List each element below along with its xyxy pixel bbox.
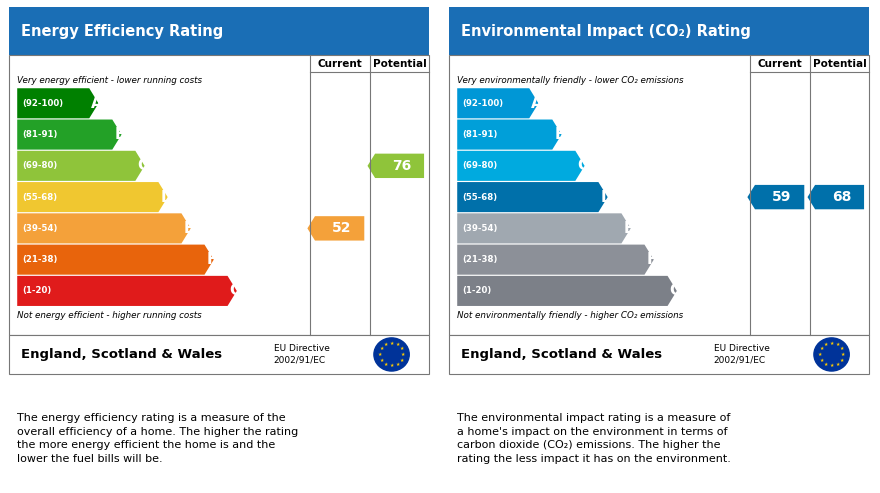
Text: Current: Current bbox=[758, 59, 802, 69]
Polygon shape bbox=[18, 119, 121, 149]
Text: C: C bbox=[137, 158, 149, 174]
Text: ★: ★ bbox=[389, 363, 393, 368]
Polygon shape bbox=[18, 213, 191, 244]
Text: 52: 52 bbox=[332, 221, 351, 235]
Polygon shape bbox=[747, 185, 804, 210]
Text: (55-68): (55-68) bbox=[462, 193, 497, 202]
Text: ★: ★ bbox=[840, 347, 844, 352]
Text: ★: ★ bbox=[829, 341, 833, 346]
Polygon shape bbox=[458, 119, 561, 149]
Text: G: G bbox=[670, 283, 682, 298]
Text: Current: Current bbox=[318, 59, 362, 69]
Text: England, Scotland & Wales: England, Scotland & Wales bbox=[461, 348, 663, 361]
Polygon shape bbox=[808, 185, 864, 210]
Circle shape bbox=[814, 338, 849, 371]
Text: ★: ★ bbox=[818, 352, 822, 357]
Text: Very energy efficient - lower running costs: Very energy efficient - lower running co… bbox=[18, 76, 202, 85]
Text: Not energy efficient - higher running costs: Not energy efficient - higher running co… bbox=[18, 311, 202, 320]
Text: C: C bbox=[577, 158, 589, 174]
Text: ★: ★ bbox=[840, 357, 844, 362]
Polygon shape bbox=[458, 213, 631, 244]
Text: ★: ★ bbox=[841, 352, 846, 357]
Text: (92-100): (92-100) bbox=[22, 99, 63, 108]
Text: A: A bbox=[92, 96, 103, 111]
Text: ★: ★ bbox=[384, 361, 388, 366]
Text: Potential: Potential bbox=[373, 59, 427, 69]
Polygon shape bbox=[458, 276, 677, 306]
Polygon shape bbox=[458, 88, 539, 118]
Text: ★: ★ bbox=[395, 361, 400, 366]
Text: Energy Efficiency Rating: Energy Efficiency Rating bbox=[21, 24, 224, 38]
Text: ★: ★ bbox=[829, 363, 833, 368]
Text: D: D bbox=[160, 190, 173, 205]
Bar bbox=[449, 335, 869, 374]
Polygon shape bbox=[458, 182, 608, 212]
Text: (21-38): (21-38) bbox=[22, 255, 57, 264]
Polygon shape bbox=[18, 182, 168, 212]
Text: ★: ★ bbox=[378, 352, 382, 357]
Text: B: B bbox=[554, 127, 566, 142]
Polygon shape bbox=[18, 151, 144, 181]
Text: F: F bbox=[647, 252, 657, 267]
Polygon shape bbox=[18, 88, 99, 118]
Text: ★: ★ bbox=[395, 343, 400, 348]
Text: E: E bbox=[184, 221, 194, 236]
Bar bbox=[9, 7, 429, 55]
Polygon shape bbox=[18, 245, 214, 275]
Polygon shape bbox=[307, 216, 364, 241]
Polygon shape bbox=[18, 276, 237, 306]
Text: ★: ★ bbox=[400, 347, 404, 352]
Text: ★: ★ bbox=[835, 361, 840, 366]
Text: ★: ★ bbox=[824, 343, 828, 348]
Text: ★: ★ bbox=[384, 343, 388, 348]
Text: Not environmentally friendly - higher CO₂ emissions: Not environmentally friendly - higher CO… bbox=[458, 311, 684, 320]
Text: EU Directive
2002/91/EC: EU Directive 2002/91/EC bbox=[274, 344, 330, 365]
Text: Potential: Potential bbox=[813, 59, 867, 69]
Text: (39-54): (39-54) bbox=[462, 224, 497, 233]
Text: ★: ★ bbox=[400, 357, 404, 362]
Text: (1-20): (1-20) bbox=[22, 286, 52, 295]
Bar bbox=[9, 55, 429, 335]
Text: F: F bbox=[207, 252, 217, 267]
Text: (69-80): (69-80) bbox=[22, 161, 57, 170]
Text: Very environmentally friendly - lower CO₂ emissions: Very environmentally friendly - lower CO… bbox=[458, 76, 684, 85]
Text: (69-80): (69-80) bbox=[462, 161, 497, 170]
Text: ★: ★ bbox=[824, 361, 828, 366]
Bar bbox=[9, 335, 429, 374]
Text: (21-38): (21-38) bbox=[462, 255, 497, 264]
Text: 76: 76 bbox=[392, 159, 411, 173]
Polygon shape bbox=[368, 154, 424, 178]
Text: Environmental Impact (CO₂) Rating: Environmental Impact (CO₂) Rating bbox=[461, 24, 752, 38]
Text: 68: 68 bbox=[832, 190, 851, 204]
Text: E: E bbox=[624, 221, 634, 236]
Bar bbox=[449, 55, 869, 335]
Text: (81-91): (81-91) bbox=[22, 130, 57, 139]
Text: The environmental impact rating is a measure of
a home's impact on the environme: The environmental impact rating is a mea… bbox=[458, 413, 731, 464]
Text: ★: ★ bbox=[389, 341, 393, 346]
Text: ★: ★ bbox=[379, 357, 384, 362]
Text: 59: 59 bbox=[772, 190, 791, 204]
Polygon shape bbox=[458, 151, 584, 181]
Text: (39-54): (39-54) bbox=[22, 224, 57, 233]
Text: England, Scotland & Wales: England, Scotland & Wales bbox=[21, 348, 223, 361]
Text: EU Directive
2002/91/EC: EU Directive 2002/91/EC bbox=[714, 344, 770, 365]
Bar bbox=[449, 7, 869, 55]
Text: The energy efficiency rating is a measure of the
overall efficiency of a home. T: The energy efficiency rating is a measur… bbox=[18, 413, 298, 464]
Text: D: D bbox=[600, 190, 613, 205]
Text: G: G bbox=[230, 283, 242, 298]
Polygon shape bbox=[458, 245, 654, 275]
Circle shape bbox=[374, 338, 409, 371]
Text: ★: ★ bbox=[379, 347, 384, 352]
Text: (92-100): (92-100) bbox=[462, 99, 503, 108]
Text: (81-91): (81-91) bbox=[462, 130, 497, 139]
Text: ★: ★ bbox=[401, 352, 406, 357]
Text: B: B bbox=[114, 127, 126, 142]
Text: (55-68): (55-68) bbox=[22, 193, 57, 202]
Text: A: A bbox=[532, 96, 543, 111]
Text: ★: ★ bbox=[835, 343, 840, 348]
Text: ★: ★ bbox=[819, 347, 824, 352]
Text: ★: ★ bbox=[819, 357, 824, 362]
Text: (1-20): (1-20) bbox=[462, 286, 492, 295]
